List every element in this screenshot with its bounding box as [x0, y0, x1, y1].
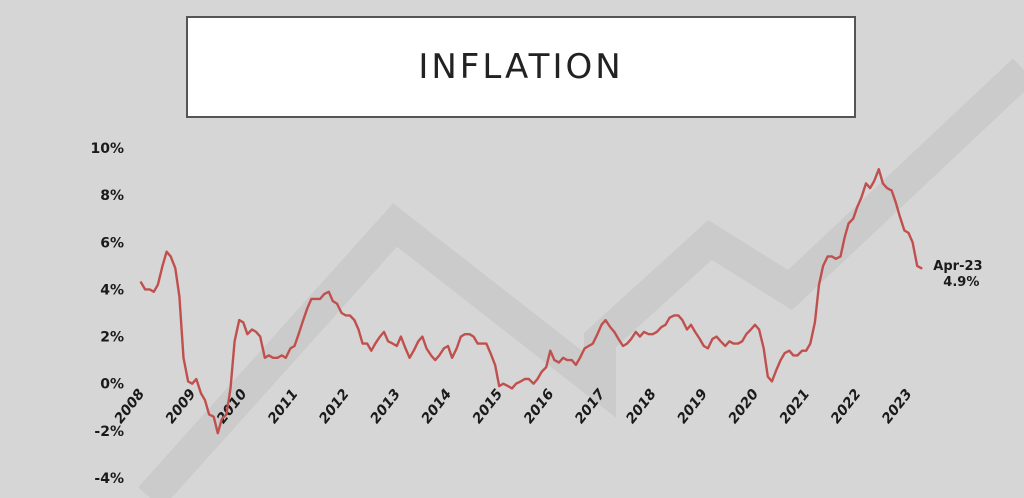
x-tick-label: 2015 [470, 386, 507, 427]
x-tick-label: 2019 [674, 386, 711, 427]
y-tick-label: 2% [100, 330, 124, 346]
y-tick-label: 10% [90, 141, 124, 157]
y-tick-label: -2% [94, 424, 124, 440]
y-tick-label: 6% [100, 235, 124, 251]
y-tick-label: 0% [100, 377, 124, 393]
x-tick-label: 2017 [572, 386, 609, 427]
y-tick-label: 8% [100, 188, 124, 204]
series-line-inflation [139, 168, 923, 435]
annotation-label: Apr-23 [933, 259, 982, 274]
y-axis: 10% 8% 6% 4% 2% 0% -2% -4% [90, 141, 124, 487]
x-tick-label: 2021 [777, 386, 814, 427]
x-tick-label: 2012 [316, 386, 353, 427]
x-tick-label: 2016 [521, 386, 558, 427]
x-tick-label: 2013 [367, 386, 404, 427]
title-box: INFLATION [186, 16, 856, 118]
annotation-latest-value: Apr-23 4.9% [933, 259, 982, 290]
x-tick-label: 2014 [419, 386, 456, 427]
x-tick-label: 2022 [828, 386, 865, 427]
x-tick-label: 2011 [265, 386, 302, 427]
x-tick-label: 2020 [726, 386, 763, 427]
annotation-value: 4.9% [943, 275, 979, 290]
x-tick-label: 2009 [163, 386, 200, 427]
y-tick-label: -4% [94, 471, 124, 487]
y-tick-label: 4% [100, 282, 124, 298]
x-tick-label: 2023 [879, 386, 916, 427]
chart-title: INFLATION [418, 47, 624, 87]
x-tick-label: 2010 [214, 386, 251, 427]
x-tick-label: 2018 [623, 386, 660, 427]
x-axis: 2008 2009 2010 2011 2012 2013 2014 2015 2016 2017… [112, 386, 916, 427]
